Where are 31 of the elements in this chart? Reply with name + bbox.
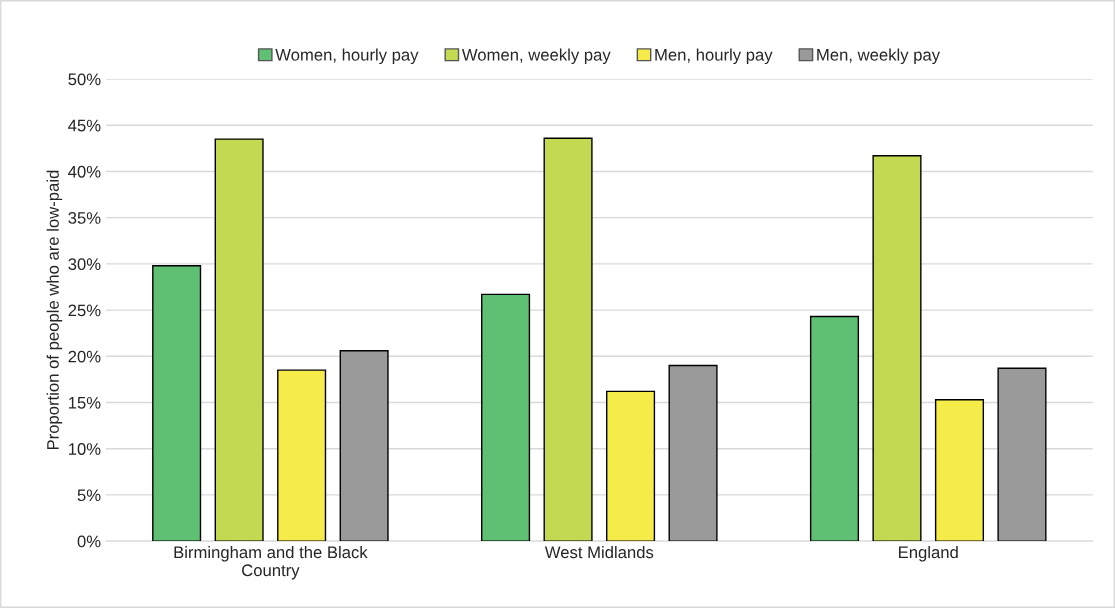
y-tick-label: 40% [68,165,101,178]
bar [152,265,202,542]
bar [872,155,922,542]
bar [543,137,593,542]
y-tick-label: 0% [77,535,101,548]
y-tick-label: 20% [68,350,101,363]
bar [809,315,860,542]
y-tick-label: 45% [68,119,101,132]
bar [214,138,264,542]
y-tick-label: 35% [68,212,101,224]
x-tick-label: Birmingham and the Black Country [174,545,368,580]
y-tick-label: 25% [68,304,101,317]
legend-label: Women, weekly pay [461,48,611,65]
bar [481,293,531,542]
bar [606,390,656,542]
legend-label: Men, weekly pay [817,48,941,65]
y-tick-label: 30% [68,258,101,271]
bar [934,399,985,542]
bar [997,367,1047,542]
y-tick-label: 5% [77,489,101,502]
bar [277,369,327,542]
legend-label: Women, hourly pay [275,48,419,65]
y-tick-label: 15% [68,396,101,409]
bar [668,364,718,542]
legend-label: Men, hourly pay [655,48,773,65]
y-axis-title: Proportion of people who are low-paid [46,170,63,450]
x-tick-label: West Midlands [544,545,654,559]
y-tick-label: 10% [68,443,101,455]
x-tick-label: England [899,545,958,562]
bar [339,350,389,542]
y-tick-label: 50% [68,73,101,86]
